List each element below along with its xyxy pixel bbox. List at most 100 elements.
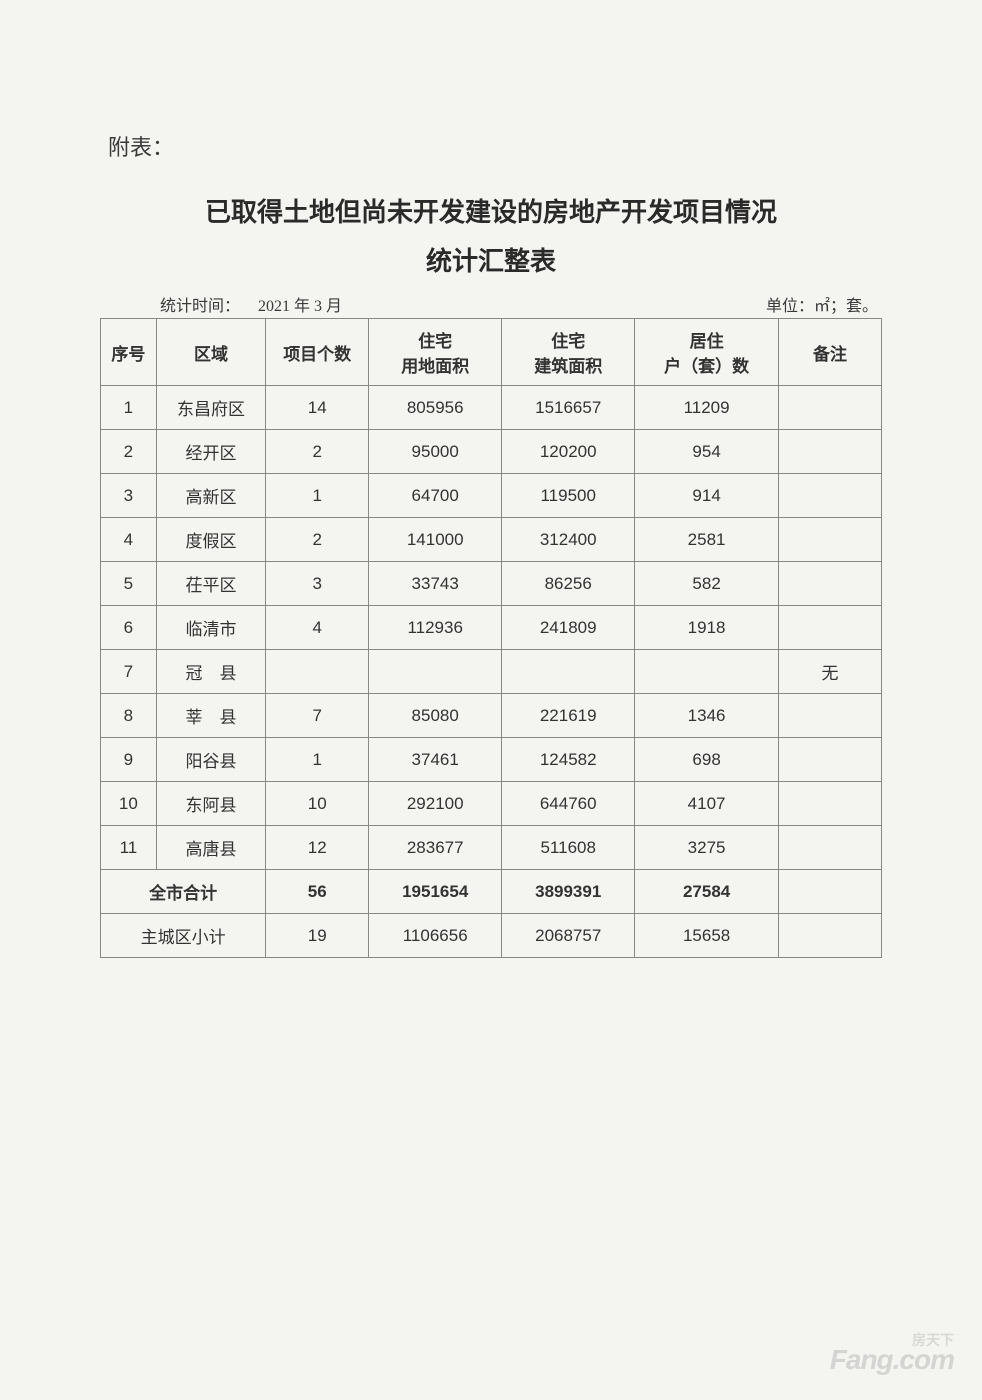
cell-units: 1918	[635, 606, 779, 650]
cell-land: 37461	[369, 738, 502, 782]
cell-units: 4107	[635, 782, 779, 826]
cell-region: 高新区	[156, 474, 265, 518]
cell-build: 124582	[502, 738, 635, 782]
cell-region: 茌平区	[156, 562, 265, 606]
title-line-1: 已取得土地但尚未开发建设的房地产开发项目情况	[100, 192, 882, 229]
cell-total-build: 3899391	[502, 870, 635, 914]
table-row: 2经开区295000120200954	[101, 430, 882, 474]
cell-units: 698	[635, 738, 779, 782]
th-build: 住宅 建筑面积	[502, 319, 635, 386]
cell-remark	[778, 826, 881, 870]
cell-idx: 8	[101, 694, 157, 738]
table-row: 7冠 县无	[101, 650, 882, 694]
cell-land	[369, 650, 502, 694]
cell-region: 东阿县	[156, 782, 265, 826]
cell-remark	[778, 562, 881, 606]
cell-idx: 4	[101, 518, 157, 562]
cell-idx: 3	[101, 474, 157, 518]
cell-build: 241809	[502, 606, 635, 650]
cell-total-land: 1951654	[369, 870, 502, 914]
cell-idx: 2	[101, 430, 157, 474]
cell-units: 1346	[635, 694, 779, 738]
cell-count: 2	[266, 518, 369, 562]
cell-count	[266, 650, 369, 694]
th-units: 居住 户（套）数	[635, 319, 779, 386]
cell-count: 4	[266, 606, 369, 650]
cell-idx: 10	[101, 782, 157, 826]
table-body: 1东昌府区148059561516657112092经开区29500012020…	[101, 386, 882, 958]
cell-units: 3275	[635, 826, 779, 870]
cell-build: 312400	[502, 518, 635, 562]
cell-region: 冠 县	[156, 650, 265, 694]
table-row: 8莘 县7850802216191346	[101, 694, 882, 738]
th-idx: 序号	[101, 319, 157, 386]
cell-build: 119500	[502, 474, 635, 518]
cell-region: 临清市	[156, 606, 265, 650]
cell-sub-units: 15658	[635, 914, 779, 958]
cell-units: 582	[635, 562, 779, 606]
cell-idx: 9	[101, 738, 157, 782]
meta-row: 统计时间： 2021 年 3 月 单位：㎡；套。	[100, 292, 882, 318]
cell-sub-land: 1106656	[369, 914, 502, 958]
cell-count: 12	[266, 826, 369, 870]
cell-count: 7	[266, 694, 369, 738]
cell-total-count: 56	[266, 870, 369, 914]
unit-label: 单位：㎡；套。	[766, 292, 878, 316]
time-label: 统计时间：	[160, 292, 240, 316]
table-subtotal-row: 主城区小计191106656206875715658	[101, 914, 882, 958]
cell-count: 2	[266, 430, 369, 474]
cell-region: 高唐县	[156, 826, 265, 870]
table-row: 5茌平区33374386256582	[101, 562, 882, 606]
table-row: 3高新区164700119500914	[101, 474, 882, 518]
table-header-row: 序号 区域 项目个数 住宅 用地面积 住宅 建筑面积 居住 户（套）数 备注	[101, 319, 882, 386]
cell-total-label: 全市合计	[101, 870, 266, 914]
cell-land: 112936	[369, 606, 502, 650]
cell-land: 85080	[369, 694, 502, 738]
cell-units: 954	[635, 430, 779, 474]
cell-count: 10	[266, 782, 369, 826]
cell-land: 64700	[369, 474, 502, 518]
page-label: 附表：	[108, 130, 882, 162]
cell-idx: 6	[101, 606, 157, 650]
table-row: 6临清市41129362418091918	[101, 606, 882, 650]
cell-idx: 1	[101, 386, 157, 430]
th-remark: 备注	[778, 319, 881, 386]
cell-build: 221619	[502, 694, 635, 738]
cell-units: 914	[635, 474, 779, 518]
th-count: 项目个数	[266, 319, 369, 386]
table-row: 9阳谷县137461124582698	[101, 738, 882, 782]
cell-units	[635, 650, 779, 694]
cell-region: 东昌府区	[156, 386, 265, 430]
cell-land: 283677	[369, 826, 502, 870]
table-total-row: 全市合计561951654389939127584	[101, 870, 882, 914]
cell-units: 11209	[635, 386, 779, 430]
table-row: 1东昌府区14805956151665711209	[101, 386, 882, 430]
cell-region: 度假区	[156, 518, 265, 562]
table-row: 4度假区21410003124002581	[101, 518, 882, 562]
cell-count: 1	[266, 738, 369, 782]
cell-region: 阳谷县	[156, 738, 265, 782]
cell-land: 292100	[369, 782, 502, 826]
cell-count: 1	[266, 474, 369, 518]
cell-remark	[778, 782, 881, 826]
cell-remark	[778, 430, 881, 474]
time-value: 2021 年 3 月	[258, 292, 342, 316]
cell-count: 14	[266, 386, 369, 430]
cell-remark	[778, 386, 881, 430]
table-row: 10东阿县102921006447604107	[101, 782, 882, 826]
table-row: 11高唐县122836775116083275	[101, 826, 882, 870]
cell-idx: 5	[101, 562, 157, 606]
cell-land: 95000	[369, 430, 502, 474]
cell-remark	[778, 606, 881, 650]
cell-sub-label: 主城区小计	[101, 914, 266, 958]
cell-land: 141000	[369, 518, 502, 562]
cell-sub-build: 2068757	[502, 914, 635, 958]
cell-region: 莘 县	[156, 694, 265, 738]
cell-build: 120200	[502, 430, 635, 474]
cell-sub-remark	[778, 914, 881, 958]
cell-remark	[778, 694, 881, 738]
cell-land: 33743	[369, 562, 502, 606]
cell-build: 1516657	[502, 386, 635, 430]
title-line-2: 统计汇整表	[100, 241, 882, 278]
cell-units: 2581	[635, 518, 779, 562]
